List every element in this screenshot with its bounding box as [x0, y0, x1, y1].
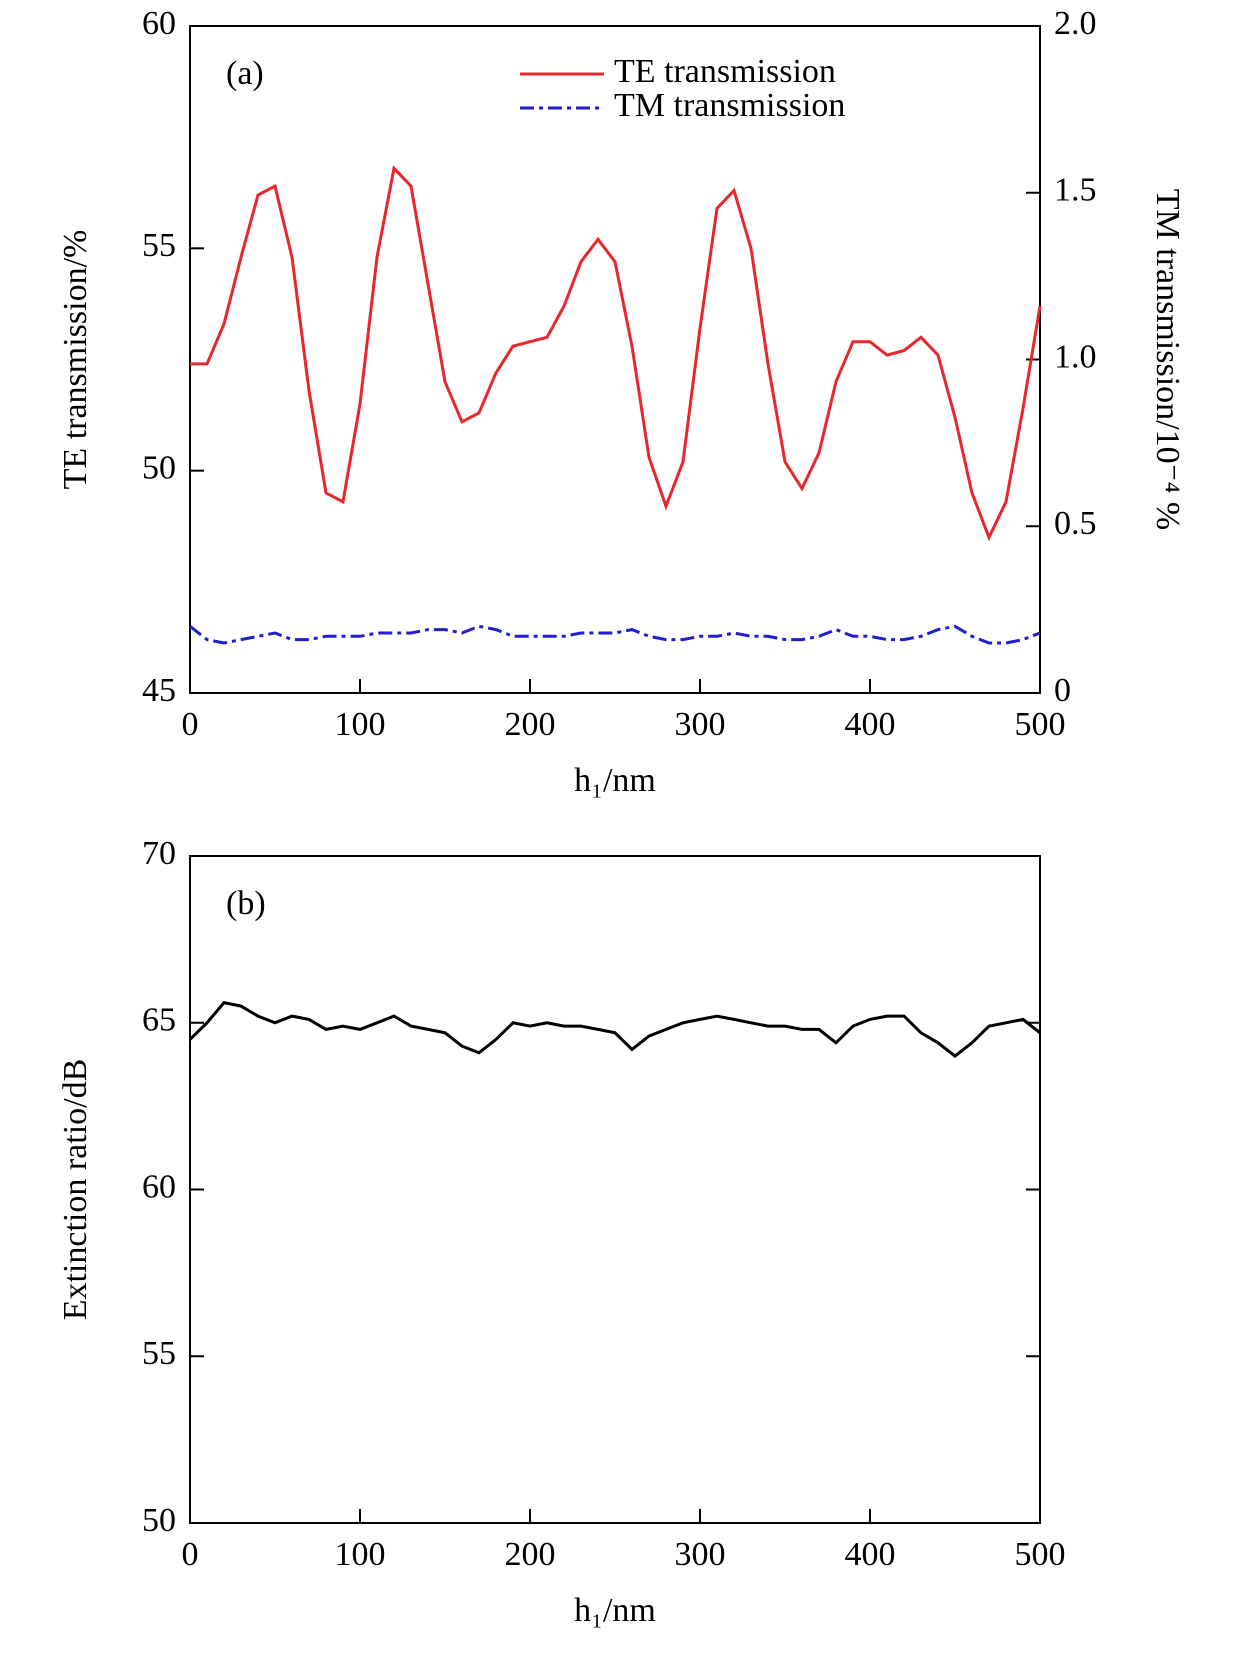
x-tick-label: 500 [1015, 706, 1066, 743]
plot-frame [189, 25, 1041, 694]
y-tick-label: 70 [142, 835, 176, 872]
x-tick-label: 300 [675, 706, 726, 743]
y-axis-label: Extinction ratio/dB [57, 1059, 94, 1321]
x-tick-label: 500 [1015, 1536, 1066, 1573]
y-tick-label: 45 [142, 672, 176, 709]
y-tick-label: 50 [142, 1502, 176, 1539]
y2-tick-label: 0.5 [1054, 505, 1097, 542]
x-axis-label: h₁/nm [574, 1592, 656, 1629]
y-tick-label: 60 [142, 1168, 176, 1205]
x-tick-label: 200 [505, 1536, 556, 1573]
data-line [190, 165, 1042, 542]
y-tick-label: 60 [142, 5, 176, 42]
y2-tick-label: 1.5 [1054, 172, 1097, 209]
x-tick-label: 100 [335, 1536, 386, 1573]
y-axis-label: TE transmission/% [57, 230, 94, 490]
x-tick-label: 200 [505, 706, 556, 743]
y2-tick-label: 1.0 [1054, 338, 1097, 375]
legend-label: TE transmission [614, 53, 836, 90]
panel-label: (a) [226, 55, 264, 92]
y-tick-label: 55 [142, 227, 176, 264]
y2-tick-label: 0 [1054, 672, 1071, 709]
data-line [188, 1001, 1041, 1059]
x-tick-label: 100 [335, 706, 386, 743]
y-tick-label: 50 [142, 449, 176, 486]
x-tick-label: 400 [845, 706, 896, 743]
x-tick-label: 0 [182, 706, 199, 743]
plot-frame [189, 855, 1041, 1524]
x-tick-label: 0 [182, 1536, 199, 1573]
panel-label: (b) [226, 885, 266, 922]
x-tick-label: 300 [675, 1536, 726, 1573]
y-tick-label: 65 [142, 1002, 176, 1039]
y2-axis-label: TM transmission/10⁻⁴ % [1149, 189, 1186, 530]
data-line [189, 624, 1041, 645]
y2-tick-label: 2.0 [1054, 5, 1097, 42]
legend-label: TM transmission [614, 87, 845, 124]
x-tick-label: 400 [845, 1536, 896, 1573]
y-tick-label: 55 [142, 1335, 176, 1372]
x-axis-label: h₁/nm [574, 762, 656, 799]
